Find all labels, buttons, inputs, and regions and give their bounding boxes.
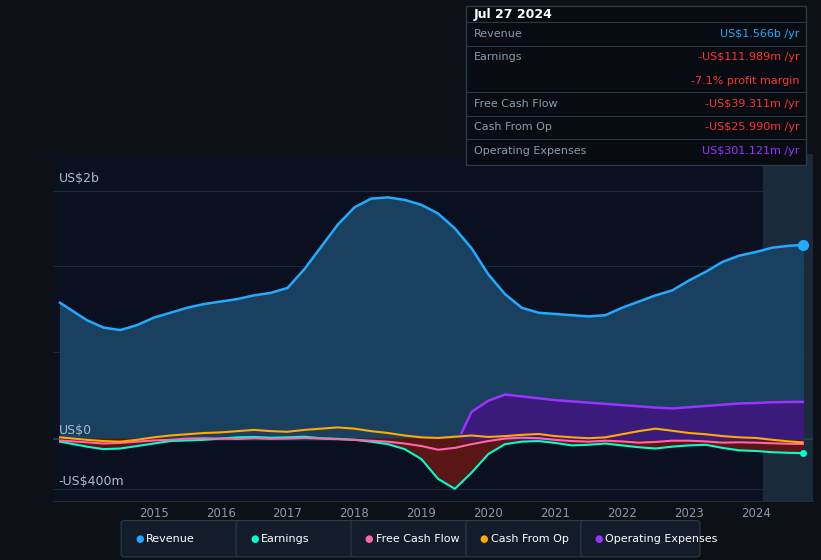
- Text: ●: ●: [479, 534, 488, 544]
- Text: Free Cash Flow: Free Cash Flow: [474, 99, 557, 109]
- Text: US$2b: US$2b: [59, 172, 99, 185]
- Text: Cash From Op: Cash From Op: [474, 123, 552, 132]
- Text: Jul 27 2024: Jul 27 2024: [474, 8, 553, 21]
- Text: US$301.121m /yr: US$301.121m /yr: [702, 146, 800, 156]
- Text: Operating Expenses: Operating Expenses: [606, 534, 718, 544]
- Bar: [763, 154, 813, 501]
- Text: ●: ●: [365, 534, 374, 544]
- Text: Revenue: Revenue: [474, 29, 522, 39]
- Text: Earnings: Earnings: [261, 534, 310, 544]
- Text: US$0: US$0: [59, 424, 92, 437]
- Text: Cash From Op: Cash From Op: [491, 534, 568, 544]
- Text: Revenue: Revenue: [146, 534, 195, 544]
- Text: -7.1% profit margin: -7.1% profit margin: [691, 76, 800, 86]
- Text: Earnings: Earnings: [474, 53, 522, 62]
- Text: Operating Expenses: Operating Expenses: [474, 146, 586, 156]
- Text: Free Cash Flow: Free Cash Flow: [376, 534, 459, 544]
- Text: -US$39.311m /yr: -US$39.311m /yr: [705, 99, 800, 109]
- Text: ●: ●: [594, 534, 603, 544]
- Text: ●: ●: [135, 534, 144, 544]
- Text: -US$400m: -US$400m: [59, 474, 124, 488]
- Text: ●: ●: [250, 534, 259, 544]
- Text: -US$111.989m /yr: -US$111.989m /yr: [698, 53, 800, 62]
- Text: -US$25.990m /yr: -US$25.990m /yr: [705, 123, 800, 132]
- Text: US$1.566b /yr: US$1.566b /yr: [720, 29, 800, 39]
